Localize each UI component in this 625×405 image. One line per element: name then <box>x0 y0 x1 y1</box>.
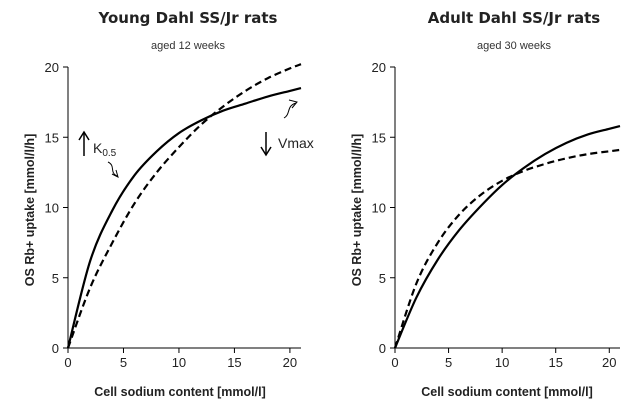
x-tick-label: 5 <box>445 355 452 370</box>
y-tick-label: 5 <box>379 271 386 286</box>
x-tick-label: 10 <box>495 355 509 370</box>
x-tick-label: 20 <box>283 355 297 370</box>
x-tick-label: 15 <box>227 355 241 370</box>
x-tick-label: 10 <box>172 355 186 370</box>
chart-title: Adult Dahl SS/Jr rats <box>428 9 600 27</box>
dashed-series-line <box>393 148 621 349</box>
y-tick-label: 0 <box>379 341 386 356</box>
y-tick-label: 15 <box>372 130 386 145</box>
vmax-annotation: Vmax <box>260 99 314 157</box>
y-tick-label: 10 <box>45 201 59 216</box>
solid-series-line <box>393 124 621 349</box>
down-arrow-head-icon <box>260 146 272 157</box>
x-tick-label: 0 <box>64 355 71 370</box>
up-arrow-head-icon <box>78 130 90 141</box>
x-tick-label: 15 <box>548 355 562 370</box>
k05-annotation: K0.5 <box>78 130 119 178</box>
k-pointer-icon <box>107 161 118 177</box>
chart-adult: Adult Dahl SS/Jr rats aged 30 weeks 0 5 10… <box>350 9 621 399</box>
y-axis-label: OS Rb+ uptake [mmol/l/h] <box>350 134 364 286</box>
y-tick-label: 10 <box>372 201 386 216</box>
vmax-pointer-icon <box>283 102 297 119</box>
x-tick-label: 0 <box>391 355 398 370</box>
vmax-label: Vmax <box>278 135 314 151</box>
y-tick-label: 15 <box>45 130 59 145</box>
x-tick-label: 20 <box>602 355 616 370</box>
x-axis-label: Cell sodium content [mmol/l] <box>94 385 266 399</box>
x-tick-label: 5 <box>120 355 127 370</box>
solid-series-line <box>66 87 302 349</box>
y-tick-label: 5 <box>52 271 59 286</box>
x-axis-label: Cell sodium content [mmol/l] <box>421 385 593 399</box>
y-axis-label: OS Rb+ uptake [mmol/l/h] <box>23 134 37 286</box>
dashed-series-line <box>66 63 302 349</box>
y-tick-label: 0 <box>52 341 59 356</box>
chart-subtitle: aged 12 weeks <box>151 40 225 52</box>
chart-title: Young Dahl SS/Jr rats <box>98 9 278 27</box>
k-label: K0.5 <box>93 140 117 159</box>
y-tick-label: 20 <box>45 60 59 75</box>
chart-young: Young Dahl SS/Jr rats aged 12 weeks 0 5 10… <box>23 9 314 399</box>
chart-subtitle: aged 30 weeks <box>477 40 551 52</box>
y-tick-label: 20 <box>372 60 386 75</box>
